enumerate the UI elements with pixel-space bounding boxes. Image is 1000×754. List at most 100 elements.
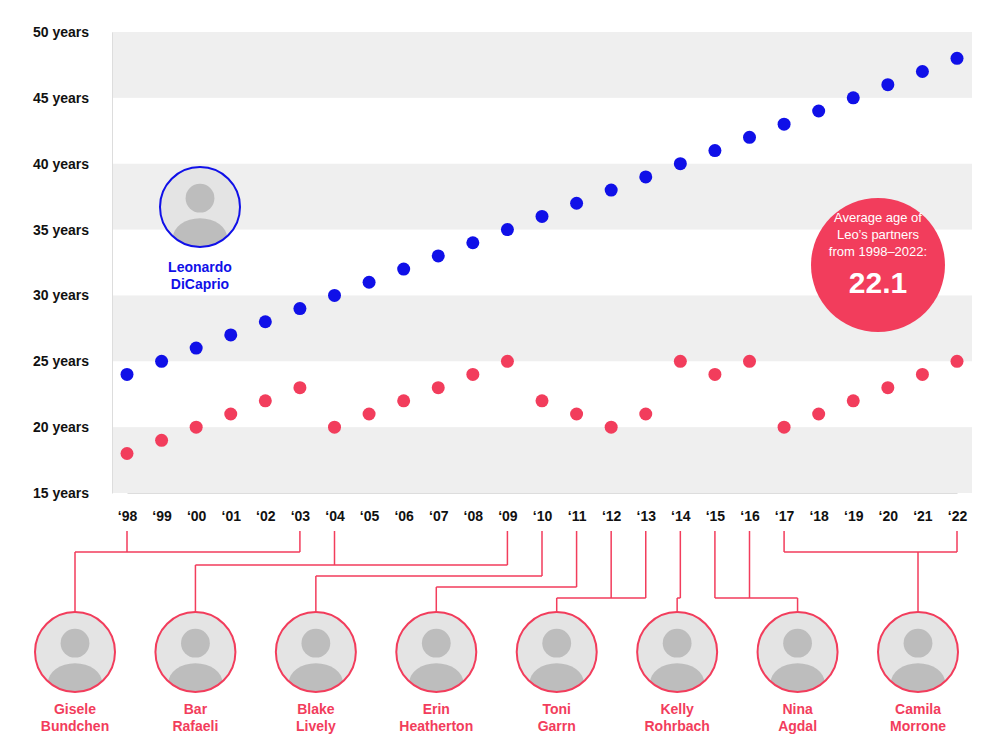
tick-label: ‘15 [706, 508, 726, 524]
dot [812, 105, 825, 118]
dot [951, 355, 964, 368]
x-tick: ‘17 [775, 493, 795, 524]
tick-label: ‘12 [602, 508, 622, 524]
x-tick: ‘08 [464, 493, 484, 524]
x-tick: ‘19 [844, 493, 864, 524]
x-tick: ‘07 [429, 493, 449, 524]
portrait-body [650, 663, 704, 703]
grid-band [112, 427, 972, 493]
y-tick: 25 years [33, 353, 112, 369]
chart: 15 years20 years25 years30 years35 years… [0, 0, 1000, 754]
portrait-head [783, 629, 812, 658]
x-tick: ‘18 [809, 493, 829, 524]
bracket [75, 531, 300, 612]
dot [466, 368, 479, 381]
tick-label: ‘03 [291, 508, 311, 524]
x-tick: ‘14 [671, 493, 691, 524]
dot [466, 236, 479, 249]
bracket [436, 531, 576, 612]
tick-label: ‘00 [187, 508, 207, 524]
portrait-body [168, 663, 222, 703]
tick-label: ‘10 [533, 508, 553, 524]
dot [536, 210, 549, 223]
x-tick: ‘15 [706, 493, 726, 524]
dot [155, 434, 168, 447]
portrait-head [61, 629, 90, 658]
tick-label: ‘04 [325, 508, 345, 524]
dot [224, 328, 237, 341]
tick-label: ‘22 [948, 508, 968, 524]
portrait [155, 612, 235, 703]
y-tick: 50 years [33, 24, 112, 40]
axis-line [128, 493, 958, 494]
dot [363, 407, 376, 420]
dot [639, 407, 652, 420]
partner-name: BlakeLively [296, 701, 336, 734]
tick-label: 25 years [33, 353, 89, 369]
tick-label: 30 years [33, 287, 89, 303]
x-tick: ‘16 [740, 493, 760, 524]
x-tick: ‘09 [498, 493, 518, 524]
dot [639, 170, 652, 183]
bracket [195, 531, 507, 612]
dot [916, 368, 929, 381]
tick-label: 50 years [33, 24, 89, 40]
dot [570, 197, 583, 210]
portrait-frame [155, 612, 235, 692]
portrait-frame [160, 167, 240, 247]
portrait-frame [878, 612, 958, 692]
tick-label: 40 years [33, 156, 89, 172]
x-tick: ‘22 [948, 493, 968, 524]
dot [363, 276, 376, 289]
partner-name: BarRafaeli [172, 701, 218, 734]
x-tick: ‘04 [325, 493, 345, 524]
x-tick: ‘20 [879, 493, 899, 524]
dot [881, 78, 894, 91]
tick-label: 35 years [33, 222, 89, 238]
marks [121, 52, 964, 460]
x-tick: ‘13 [637, 493, 657, 524]
portrait [160, 167, 240, 258]
bracket [677, 531, 680, 612]
badge-value: 22.1 [849, 266, 907, 299]
portrait [517, 612, 597, 703]
portrait [637, 612, 717, 703]
dot [501, 355, 514, 368]
dot [605, 184, 618, 197]
tick-label: ‘01 [222, 508, 242, 524]
portrait-body [891, 663, 945, 703]
tick-label: ‘98 [118, 508, 138, 524]
series [121, 52, 964, 381]
dot [708, 144, 721, 157]
x-tick: ‘11 [568, 493, 587, 524]
dot [743, 355, 756, 368]
partner-name: KellyRohrbach [644, 701, 709, 734]
dot [121, 447, 134, 460]
dot [778, 421, 791, 434]
dot [570, 407, 583, 420]
portrait-head [301, 629, 330, 658]
y-tick: 40 years [33, 156, 112, 172]
portrait-frame [35, 612, 115, 692]
dot [605, 421, 618, 434]
tick-label: ‘09 [498, 508, 518, 524]
tick-label: ‘07 [429, 508, 449, 524]
dot [536, 394, 549, 407]
dot [224, 407, 237, 420]
portrait-frame [637, 612, 717, 692]
grid [112, 32, 972, 493]
dot [259, 394, 272, 407]
dot [397, 263, 410, 276]
dot [674, 355, 687, 368]
dot [847, 91, 860, 104]
portrait-body [289, 663, 343, 703]
badge-label: Average age ofLeo’s partnersfrom 1998–20… [829, 210, 927, 259]
badge [811, 198, 945, 332]
portrait [35, 612, 115, 703]
portrait-body [173, 218, 227, 258]
partner-name: CamilaMorrone [890, 701, 946, 734]
y-tick: 15 years [33, 485, 112, 501]
partner-name: ErinHeatherton [399, 701, 473, 734]
series-label: LeonardoDiCaprio [168, 259, 232, 292]
tick-label: ‘06 [394, 508, 414, 524]
